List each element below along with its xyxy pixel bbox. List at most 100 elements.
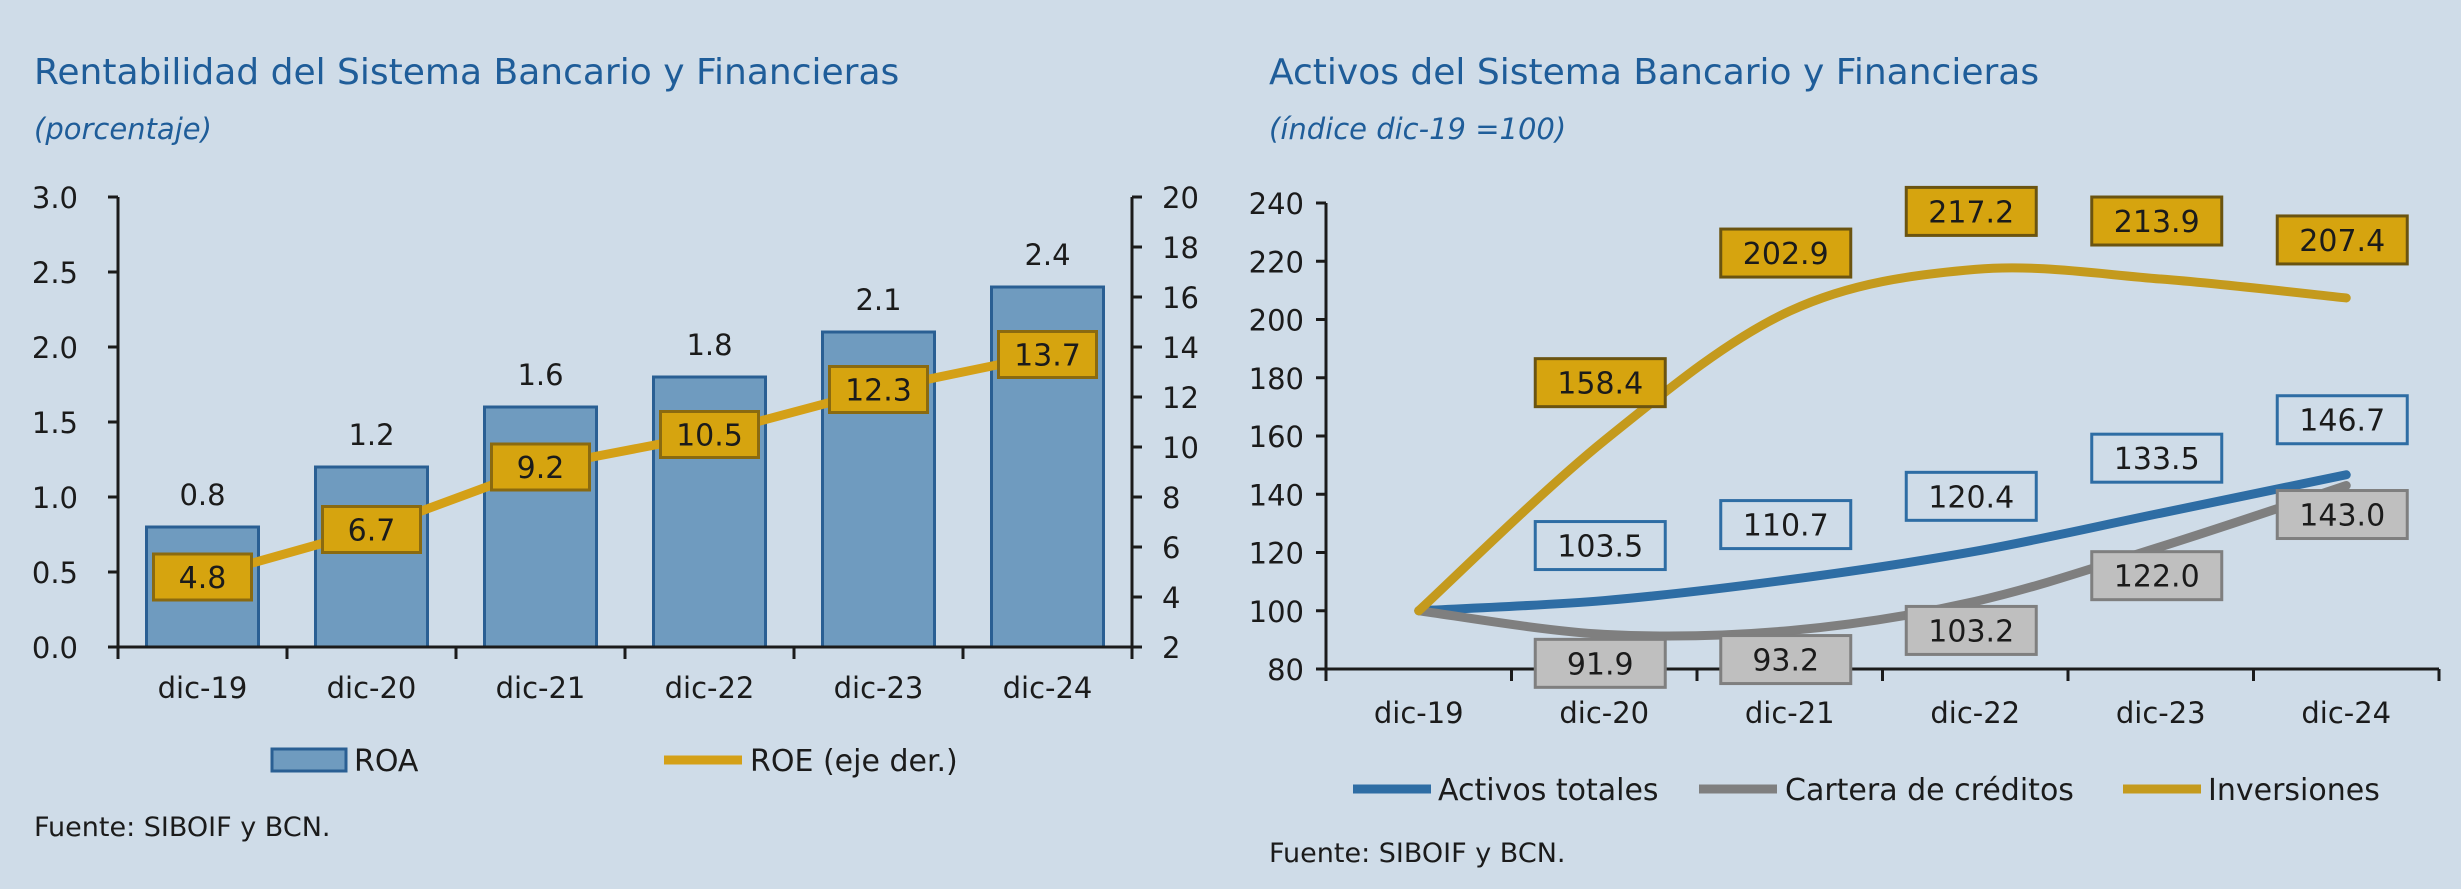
rentabilidad-chart: 0.8 1.2 1.6 1.8 2.1 2.4 0.0 0.5 1.0 1.5 2.0 2.5 3.0 2… (32, 181, 1199, 779)
x-tick-label: dic-21 (1745, 696, 1835, 730)
data-label-box-cartera-de-creditos (2275, 489, 2409, 541)
data-label-activos-totales: 133.5 (2114, 442, 2200, 477)
y-tick-label-right: 20 (1162, 181, 1199, 215)
roe-data-label-box (152, 552, 253, 602)
data-label-box-cartera-de-creditos (2090, 550, 2224, 602)
data-label-inversiones: 213.9 (2114, 205, 2200, 240)
roe-data-label: 13.7 (1014, 339, 1081, 374)
data-label-box-cartera-de-creditos (1533, 637, 1667, 689)
data-label-box-cartera-de-creditos (1904, 604, 2038, 656)
roe-data-label: 10.5 (676, 419, 743, 454)
x-tick-label: dic-20 (327, 671, 417, 705)
legend-swatch-roa (270, 747, 348, 773)
x-tick-label: dic-23 (2116, 696, 2206, 730)
roe-data-label: 9.2 (517, 451, 565, 486)
x-tick-label: dic-24 (1003, 671, 1093, 705)
roa-roe-panel: Rentabilidad del Sistema Bancario y Fina… (0, 0, 1230, 889)
y-tick-label-right: 12 (1162, 381, 1199, 415)
chart-title-activos: Activos del Sistema Bancario y Financier… (1269, 52, 2040, 93)
legend-label-roa: ROA (354, 744, 419, 779)
roe-data-label: 6.7 (348, 514, 396, 549)
y-tick-label-right: 10 (1162, 431, 1199, 465)
y-tick-label-left: 1.0 (32, 481, 78, 515)
x-tick-label: dic-23 (834, 671, 924, 705)
y-tick-label-right: 4 (1162, 581, 1180, 615)
data-label-activos-totales: 110.7 (1743, 509, 1829, 544)
legend-label-roe: ROE (eje der.) (750, 744, 958, 779)
y-tick-label: 140 (1249, 478, 1304, 512)
activos-chart: 80 100 120 140 160 180 200 220 240 dic-19 dic-20 di… (1249, 185, 2441, 808)
data-label-inversiones: 202.9 (1743, 237, 1829, 272)
y-tick-label-left: 1.5 (32, 406, 78, 440)
data-label-box-activos-totales (1904, 470, 2038, 522)
y-tick-label: 220 (1249, 245, 1304, 279)
roa-data-label: 0.8 (179, 478, 225, 512)
x-tick-label: dic-24 (2301, 696, 2391, 730)
y-tick-label-right: 2 (1162, 631, 1180, 665)
activos-panel: Activos del Sistema Bancario y Financier… (1235, 0, 2461, 889)
roe-data-label-box (321, 505, 422, 554)
x-tick-label: dic-22 (1930, 696, 2020, 730)
data-label-box-cartera-de-creditos (1719, 634, 1853, 686)
y-tick-label-left: 0.5 (32, 556, 78, 590)
x-tick-label: dic-22 (665, 671, 755, 705)
data-label-activos-totales: 120.4 (1928, 480, 2014, 515)
y-tick-label: 180 (1249, 362, 1304, 396)
chart-subtitle-rentabilidad: (porcentaje) (34, 112, 212, 146)
source-note-rentabilidad: Fuente: SIBOIF y BCN. (34, 812, 331, 843)
y-tick-label: 200 (1249, 304, 1304, 338)
roa-data-label: 1.8 (686, 328, 732, 362)
y-tick-label-right: 8 (1162, 481, 1180, 515)
data-label-box-inversiones (2090, 195, 2224, 247)
data-label-box-inversiones (1533, 357, 1667, 409)
legend-label-cartera-de-creditos: Cartera de créditos (1785, 773, 2074, 808)
series-line-cartera-de-creditos (1414, 481, 2351, 641)
series-line-activos-totales (1414, 470, 2351, 616)
y-tick-label-right: 16 (1162, 281, 1199, 315)
y-tick-label-right: 14 (1162, 331, 1199, 365)
data-label-cartera-de-creditos: 122.0 (2114, 560, 2200, 595)
y-tick-label-left: 2.5 (32, 256, 78, 290)
data-label-inversiones: 207.4 (2299, 224, 2385, 259)
y-tick-label-left: 0.0 (32, 631, 78, 665)
data-label-box-inversiones (1719, 227, 1853, 279)
y-tick-label: 80 (1267, 653, 1304, 687)
y-tick-label-right: 6 (1162, 531, 1180, 565)
data-label-box-inversiones (2275, 214, 2409, 266)
roa-data-label: 2.1 (855, 283, 901, 317)
data-label-box-activos-totales (1719, 499, 1853, 551)
data-label-inversiones: 158.4 (1557, 367, 1643, 402)
x-tick-label: dic-19 (1374, 696, 1464, 730)
y-tick-label-left: 3.0 (32, 181, 78, 215)
y-tick-label: 160 (1249, 420, 1304, 454)
data-label-activos-totales: 103.5 (1557, 530, 1643, 565)
data-label-box-activos-totales (2275, 394, 2409, 446)
roe-data-label-box (997, 330, 1098, 379)
legend-label-inversiones: Inversiones (2208, 773, 2380, 808)
data-label-cartera-de-creditos: 103.2 (1928, 614, 2014, 649)
data-label-box-activos-totales (1533, 520, 1667, 572)
y-tick-label-right: 18 (1162, 231, 1199, 265)
roe-data-label-box (828, 365, 929, 414)
chart-title-rentabilidad: Rentabilidad del Sistema Bancario y Fina… (34, 52, 900, 93)
source-note-activos: Fuente: SIBOIF y BCN. (1269, 838, 1566, 869)
data-label-cartera-de-creditos: 91.9 (1567, 647, 1634, 682)
data-label-cartera-de-creditos: 93.2 (1752, 644, 1819, 679)
x-tick-label: dic-21 (496, 671, 586, 705)
x-tick-label: dic-19 (158, 671, 248, 705)
roa-bar (314, 465, 429, 649)
series-line-inversiones (1414, 263, 2351, 616)
roe-data-label: 4.8 (179, 561, 227, 596)
roa-data-label: 2.4 (1024, 238, 1070, 272)
x-tick-label: dic-20 (1559, 696, 1649, 730)
roa-data-label: 1.2 (348, 418, 394, 452)
roa-data-label: 1.6 (517, 358, 563, 392)
data-label-box-activos-totales (2090, 432, 2224, 484)
data-label-activos-totales: 146.7 (2299, 404, 2385, 439)
data-label-box-inversiones (1904, 185, 2038, 237)
y-tick-label: 240 (1249, 187, 1304, 221)
chart-subtitle-activos: (índice dic-19 =100) (1269, 112, 1567, 146)
roe-data-label-box (490, 442, 591, 492)
y-tick-label-left: 2.0 (32, 331, 78, 365)
roe-data-label: 12.3 (845, 374, 912, 409)
